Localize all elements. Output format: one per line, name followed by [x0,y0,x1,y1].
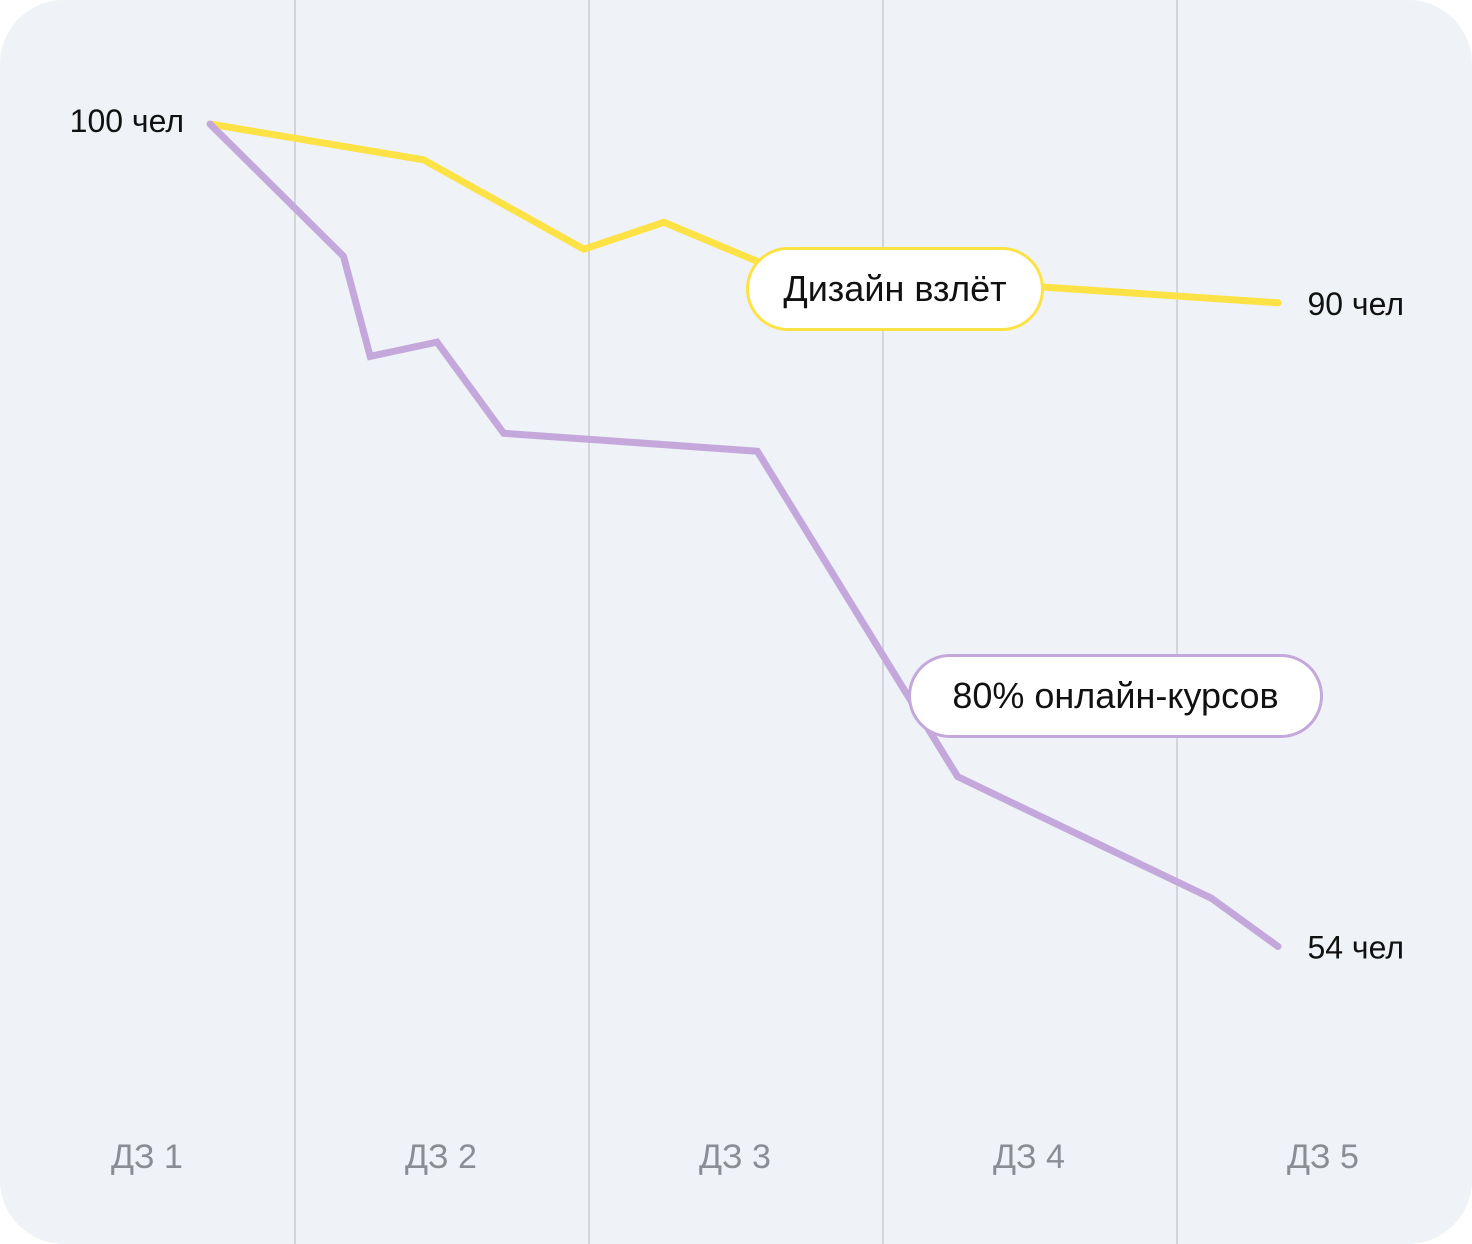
x-tick-label: ДЗ 2 [405,1138,477,1176]
legend-label: Дизайн взлёт [783,268,1007,309]
legend-online-courses: 80% онлайн-курсов [908,654,1323,738]
series-line-1 [206,120,1282,950]
start-value-label: 100 чел [70,103,184,139]
legend-dizain-vzlet: Дизайн взлёт [746,247,1044,331]
series-lines [206,120,1282,950]
x-axis-ticks: ДЗ 1 ДЗ 2 ДЗ 3 ДЗ 4 ДЗ 5 [111,1138,1359,1176]
end-value-label-0: 90 чел [1307,286,1404,322]
x-tick-label: ДЗ 4 [993,1138,1065,1176]
end-value-label-1: 54 чел [1307,929,1404,965]
value-labels: 100 чел 90 чел 54 чел [70,103,1404,965]
x-tick-label: ДЗ 3 [699,1138,771,1176]
x-tick-label: ДЗ 5 [1287,1138,1359,1176]
legend-label: 80% онлайн-курсов [952,675,1279,716]
grid-lines [294,0,1178,1244]
x-tick-label: ДЗ 1 [111,1138,183,1176]
series-line-0 [206,120,1282,307]
